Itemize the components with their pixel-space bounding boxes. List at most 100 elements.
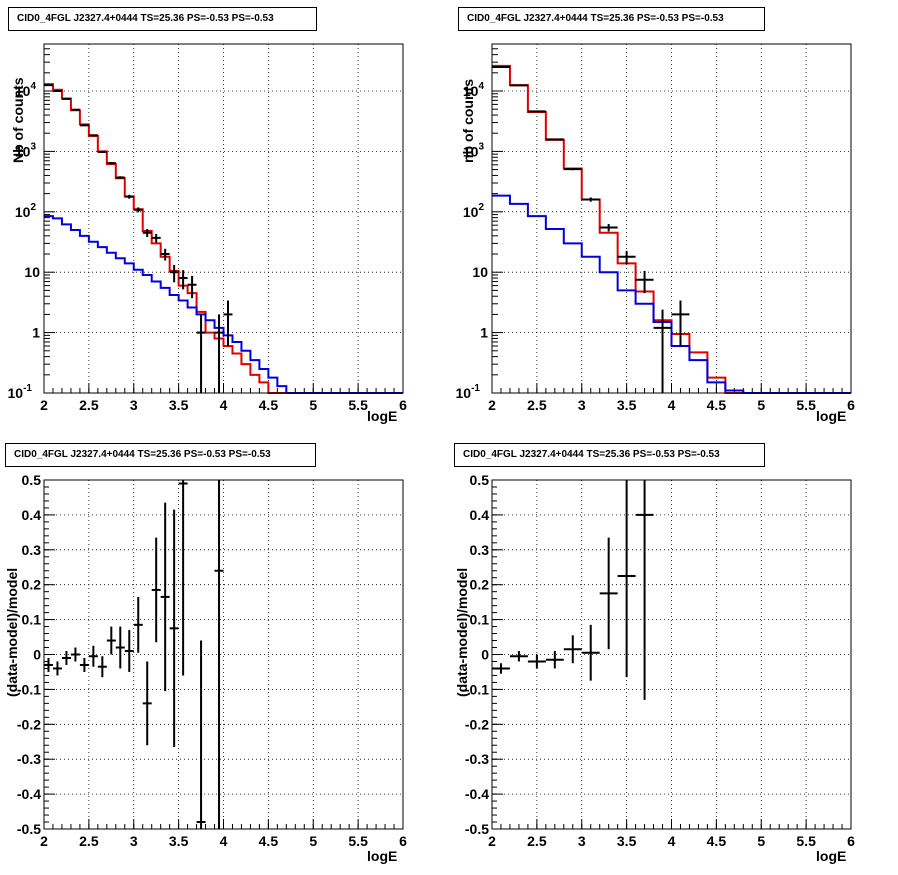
x-tick-label: 2.5 — [79, 833, 99, 849]
y-tick-label: 0 — [33, 647, 41, 663]
x-tick-label: 5.5 — [796, 397, 816, 413]
data-point — [599, 224, 618, 232]
y-tick-label: 102 — [15, 202, 37, 220]
y-tick-label: 10 — [24, 264, 40, 280]
y-axis-label: (data-model)/model — [4, 567, 20, 697]
data-point — [581, 197, 600, 202]
y-tick-label: 10-1 — [456, 383, 481, 401]
panel-bottom-right: 2 2.5 3 3.5 4 4.5 5 5.5 6 -0.5 -0.4 -0.3 -0.2 -0.1 0 0.… — [449, 437, 898, 874]
panel-top-right: 2 2.5 3 3.5 4 4.5 5 5.5 6 10-1 1 10 102 103 104 CID0_4… — [449, 0, 898, 437]
y-tick-label: 10 — [472, 264, 488, 280]
x-tick-label: 2.5 — [527, 397, 547, 413]
y-tick-label: -0.4 — [465, 786, 489, 802]
y-tick-label: 0.2 — [470, 577, 490, 593]
x-tick-label: 6 — [847, 833, 855, 849]
y-tick-label: 0 — [481, 647, 489, 663]
y-tick-label: 1 — [480, 325, 488, 341]
y-axis-label: Nb of counts — [10, 77, 26, 163]
x-tick-label: 3.5 — [169, 833, 189, 849]
x-tick-label: 2 — [488, 833, 496, 849]
data-point — [61, 651, 71, 665]
plot-frame — [491, 43, 852, 394]
data-point — [151, 233, 161, 243]
y-tick-label: 0.5 — [22, 472, 42, 488]
y-tick-label: 0.2 — [22, 577, 42, 593]
y-tick-label: -0.2 — [465, 716, 489, 732]
data-point — [88, 645, 98, 667]
data-point — [133, 596, 143, 653]
data-point — [44, 657, 53, 672]
y-tick-label: -0.4 — [17, 786, 41, 802]
chart-title: CID0_4FGL J2327.4+0444 TS=25.36 PS=-0.53… — [454, 443, 765, 467]
chart-title: CID0_4FGL J2327.4+0444 TS=25.36 PS=-0.53… — [5, 443, 316, 467]
y-tick-label: 102 — [463, 202, 485, 220]
plot-frame — [491, 479, 852, 830]
plot-frame — [43, 43, 404, 394]
y-axis-label: (data-model)/model — [454, 567, 470, 697]
x-tick-label: 4 — [668, 833, 676, 849]
y-tick-label: 0.4 — [470, 507, 490, 523]
data-point — [160, 248, 170, 261]
x-axis-label: logE — [367, 848, 398, 864]
data-point — [142, 661, 152, 746]
x-tick-label: 4.5 — [707, 833, 727, 849]
y-tick-label: -0.1 — [465, 681, 489, 697]
chart-title: CID0_4FGL J2327.4+0444 TS=25.36 PS=-0.53… — [8, 7, 317, 31]
y-tick-label: -0.5 — [465, 821, 489, 837]
data-point — [196, 640, 206, 829]
x-axis-label: logE — [816, 848, 847, 864]
x-tick-label: 6 — [399, 397, 407, 413]
x-tick-label: 5 — [757, 397, 765, 413]
x-tick-label: 6 — [847, 397, 855, 413]
data-point — [124, 630, 134, 672]
data-point — [563, 167, 582, 171]
y-tick-label: 0.5 — [470, 472, 490, 488]
x-tick-label: 3 — [578, 397, 586, 413]
data-point — [545, 138, 564, 141]
data-point — [617, 250, 636, 265]
data-point — [160, 502, 170, 692]
y-tick-label: 1 — [32, 325, 40, 341]
x-tick-label: 5 — [309, 397, 317, 413]
x-tick-label: 3 — [130, 833, 138, 849]
data-point — [635, 270, 654, 294]
data-point — [133, 207, 143, 213]
y-tick-label: 10-1 — [8, 383, 33, 401]
x-tick-label: 3.5 — [617, 833, 637, 849]
x-tick-label: 5.5 — [348, 833, 368, 849]
y-tick-label: 0.1 — [470, 612, 490, 628]
x-tick-label: 2 — [40, 833, 48, 849]
data-point — [635, 480, 654, 700]
data-point — [581, 624, 600, 681]
y-tick-label: 0.3 — [22, 542, 42, 558]
data-point — [545, 651, 564, 669]
chart-residuals-left: 2 2.5 3 3.5 4 4.5 5 5.5 6 -0.5 -0.4 -0.3 -0.2 -0.1 0 0.… — [17, 472, 407, 849]
data-point — [115, 176, 125, 179]
data-point — [214, 480, 224, 829]
x-tick-label: 6 — [399, 833, 407, 849]
grid: 2 2.5 3 3.5 4 4.5 5 5.5 6 -0.5 -0.4 -0.3 -0.2 -0.1 0 0.… — [465, 472, 855, 849]
data-point — [70, 647, 80, 662]
data-point — [223, 300, 233, 346]
data-point — [106, 162, 116, 165]
data-point — [196, 314, 206, 393]
data-point — [671, 300, 690, 346]
data-point — [187, 275, 197, 299]
data-point — [88, 134, 98, 137]
x-tick-label: 5.5 — [348, 397, 368, 413]
data-point — [115, 626, 125, 669]
x-tick-label: 5 — [757, 833, 765, 849]
chart-residuals-right: 2 2.5 3 3.5 4 4.5 5 5.5 6 -0.5 -0.4 -0.3 -0.2 -0.1 0 0.… — [465, 472, 855, 849]
data-point — [178, 270, 188, 290]
data-point — [617, 480, 636, 678]
x-tick-label: 4.5 — [707, 397, 727, 413]
x-tick-label: 2 — [40, 397, 48, 413]
x-tick-label: 4 — [220, 833, 228, 849]
x-tick-label: 3 — [130, 397, 138, 413]
x-tick-label: 5.5 — [796, 833, 816, 849]
data-point — [79, 124, 89, 127]
data-point — [106, 626, 116, 655]
data-point — [44, 84, 53, 87]
x-tick-label: 5 — [309, 833, 317, 849]
